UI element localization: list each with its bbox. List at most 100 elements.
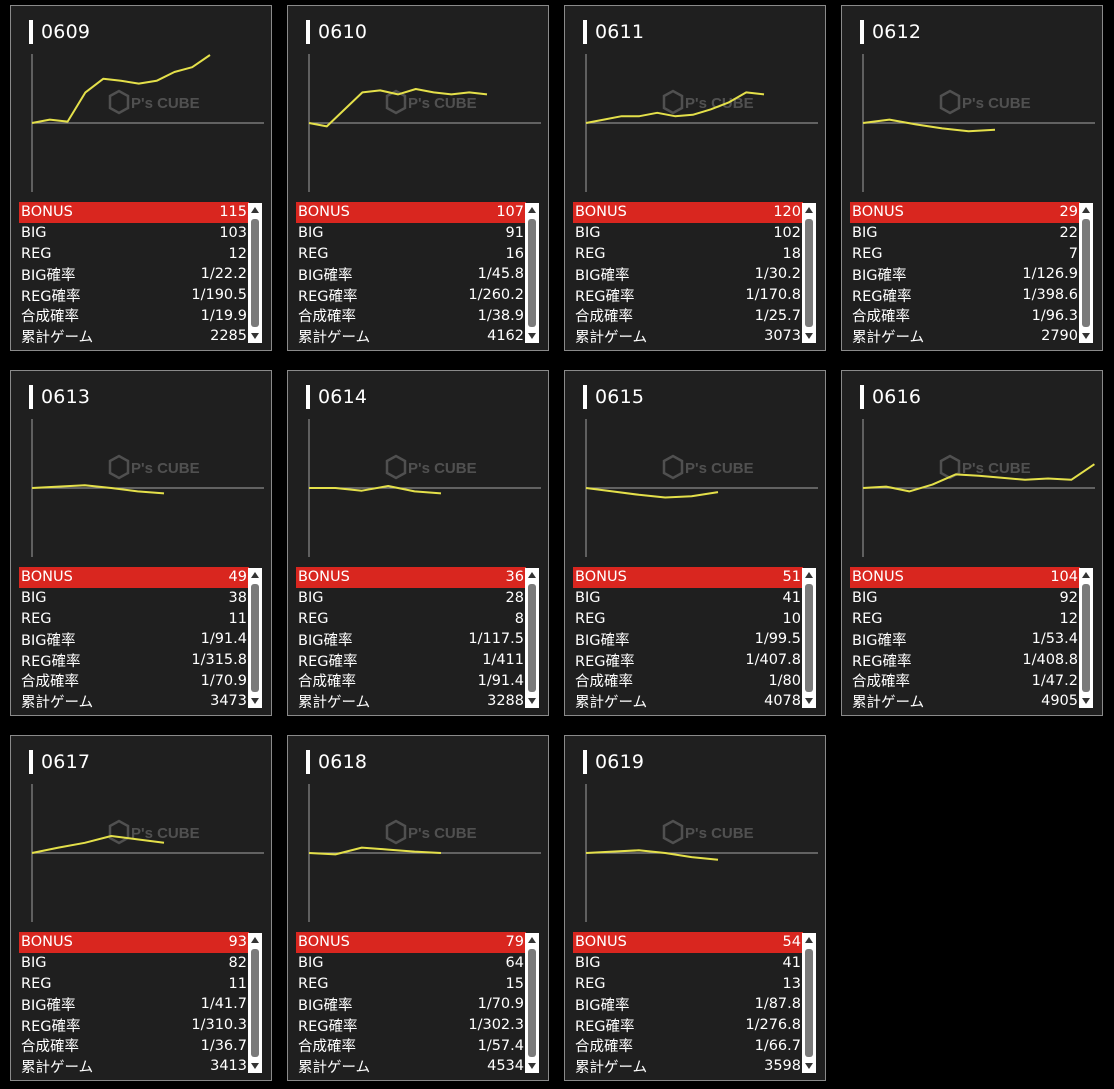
stat-value: 29 <box>1059 204 1078 221</box>
stat-row-games: 累計ゲーム 3413 <box>19 1056 249 1077</box>
stat-row-big-rate: BIG確率 1/70.9 <box>296 994 526 1015</box>
stats-scrollbar[interactable] <box>248 568 262 708</box>
stat-label: BIG確率 <box>852 632 907 649</box>
scroll-thumb[interactable] <box>805 584 813 692</box>
cube-logo-icon <box>662 89 684 115</box>
scroll-down-icon[interactable] <box>251 698 259 704</box>
stat-label: REG確率 <box>21 288 81 305</box>
stat-value: 22 <box>1059 225 1078 242</box>
stat-label: BONUS <box>298 569 350 586</box>
stat-row-games: 累計ゲーム 4905 <box>850 691 1080 712</box>
scroll-up-icon[interactable] <box>805 207 813 213</box>
scroll-thumb[interactable] <box>251 949 259 1057</box>
stat-row-big: BIG 82 <box>19 953 249 974</box>
stat-label: REG確率 <box>21 653 81 670</box>
machine-card[interactable]: 0609 P's CUBE BONUS 115 BIG 103 REG 12 BIG確率 1/22… <box>10 5 272 351</box>
stat-label: BIG確率 <box>298 632 353 649</box>
stats-scrollbar[interactable] <box>802 933 816 1073</box>
scroll-thumb[interactable] <box>1082 219 1090 327</box>
stat-row-total-rate: 合成確率 1/96.3 <box>850 305 1080 326</box>
stat-label: BONUS <box>852 204 904 221</box>
stat-row-reg-rate: REG確率 1/310.3 <box>19 1015 249 1036</box>
watermark: P's CUBE <box>662 89 754 115</box>
slump-graph: P's CUBE <box>31 54 264 192</box>
scroll-thumb[interactable] <box>528 584 536 692</box>
stats-scrollbar[interactable] <box>802 568 816 708</box>
machine-card[interactable]: 0613 P's CUBE BONUS 49 BIG 38 REG 11 BIG確率 1/91.4… <box>10 370 272 716</box>
scroll-down-icon[interactable] <box>528 1063 536 1069</box>
title-marker <box>860 20 864 44</box>
scroll-up-icon[interactable] <box>528 572 536 578</box>
stat-label: REG確率 <box>575 288 635 305</box>
scroll-thumb[interactable] <box>805 219 813 327</box>
title-marker <box>583 750 587 774</box>
scroll-down-icon[interactable] <box>528 333 536 339</box>
stat-value: 104 <box>1050 569 1078 586</box>
stat-row-total-rate: 合成確率 1/47.2 <box>850 670 1080 691</box>
stats-table: BONUS 49 BIG 38 REG 11 BIG確率 1/91.4 REG確率 1/315.8… <box>19 567 249 712</box>
watermark: P's CUBE <box>662 454 754 480</box>
stat-value: 11 <box>228 610 247 627</box>
scroll-up-icon[interactable] <box>528 207 536 213</box>
stat-value: 1/99.5 <box>754 631 801 648</box>
scroll-up-icon[interactable] <box>1082 207 1090 213</box>
watermark: P's CUBE <box>939 89 1031 115</box>
stat-value: 79 <box>505 934 524 951</box>
machine-card[interactable]: 0612 P's CUBE BONUS 29 BIG 22 REG 7 BIG確率 1/126.9… <box>841 5 1103 351</box>
scroll-down-icon[interactable] <box>528 698 536 704</box>
slump-line <box>862 463 1095 493</box>
machine-card[interactable]: 0610 P's CUBE BONUS 107 BIG 91 REG 16 BIG確率 1/45.… <box>287 5 549 351</box>
scroll-thumb[interactable] <box>528 219 536 327</box>
slump-line <box>309 485 442 495</box>
stats-scrollbar[interactable] <box>525 203 539 343</box>
scroll-down-icon[interactable] <box>1082 333 1090 339</box>
stats-table: BONUS 79 BIG 64 REG 15 BIG確率 1/70.9 REG確率 1/302.3… <box>296 932 526 1077</box>
stat-row-total-rate: 合成確率 1/80 <box>573 670 803 691</box>
scroll-down-icon[interactable] <box>1082 698 1090 704</box>
scroll-up-icon[interactable] <box>528 937 536 943</box>
stats-table: BONUS 120 BIG 102 REG 18 BIG確率 1/30.2 REG確率 1/170… <box>573 202 803 347</box>
stats-scrollbar[interactable] <box>802 203 816 343</box>
scroll-up-icon[interactable] <box>805 937 813 943</box>
scroll-down-icon[interactable] <box>805 333 813 339</box>
machine-card[interactable]: 0615 P's CUBE BONUS 51 BIG 41 REG 10 BIG確率 1/99.5… <box>564 370 826 716</box>
scroll-thumb[interactable] <box>1082 584 1090 692</box>
stat-row-bonus: BONUS 107 <box>296 202 526 223</box>
scroll-thumb[interactable] <box>251 584 259 692</box>
scroll-up-icon[interactable] <box>251 572 259 578</box>
scroll-down-icon[interactable] <box>805 698 813 704</box>
stats-scrollbar[interactable] <box>1079 203 1093 343</box>
stat-row-big: BIG 38 <box>19 588 249 609</box>
stat-label: BONUS <box>852 569 904 586</box>
machine-card[interactable]: 0617 P's CUBE BONUS 93 BIG 82 REG 11 BIG確率 1/41.7… <box>10 735 272 1081</box>
machine-card[interactable]: 0616 P's CUBE BONUS 104 BIG 92 REG 12 BIG確率 1/53.… <box>841 370 1103 716</box>
machine-card[interactable]: 0618 P's CUBE BONUS 79 BIG 64 REG 15 BIG確率 1/70.9… <box>287 735 549 1081</box>
stats-table: BONUS 107 BIG 91 REG 16 BIG確率 1/45.8 REG確率 1/260.… <box>296 202 526 347</box>
stats-scrollbar[interactable] <box>525 933 539 1073</box>
machine-number: 0613 <box>41 386 91 408</box>
scroll-down-icon[interactable] <box>251 333 259 339</box>
machine-card[interactable]: 0614 P's CUBE BONUS 36 BIG 28 REG 8 BIG確率 1/117.5… <box>287 370 549 716</box>
machine-card[interactable]: 0619 P's CUBE BONUS 54 BIG 41 REG 13 BIG確率 1/87.8… <box>564 735 826 1081</box>
scroll-thumb[interactable] <box>805 949 813 1057</box>
watermark-text: P's CUBE <box>962 460 1031 477</box>
machine-card[interactable]: 0611 P's CUBE BONUS 120 BIG 102 REG 18 BIG確率 1/30… <box>564 5 826 351</box>
stat-label: BONUS <box>298 934 350 951</box>
scroll-up-icon[interactable] <box>251 937 259 943</box>
stat-value: 1/36.7 <box>200 1037 247 1054</box>
stats-scrollbar[interactable] <box>525 568 539 708</box>
slump-line <box>585 487 719 499</box>
stats-scrollbar[interactable] <box>1079 568 1093 708</box>
scroll-up-icon[interactable] <box>805 572 813 578</box>
scroll-up-icon[interactable] <box>251 207 259 213</box>
scroll-thumb[interactable] <box>528 949 536 1057</box>
scroll-thumb[interactable] <box>251 219 259 327</box>
stats-scrollbar[interactable] <box>248 933 262 1073</box>
scroll-down-icon[interactable] <box>805 1063 813 1069</box>
watermark: P's CUBE <box>108 454 200 480</box>
scroll-down-icon[interactable] <box>251 1063 259 1069</box>
scroll-up-icon[interactable] <box>1082 572 1090 578</box>
stat-value: 8 <box>514 610 524 627</box>
stat-label: REG <box>575 975 606 992</box>
stats-scrollbar[interactable] <box>248 203 262 343</box>
